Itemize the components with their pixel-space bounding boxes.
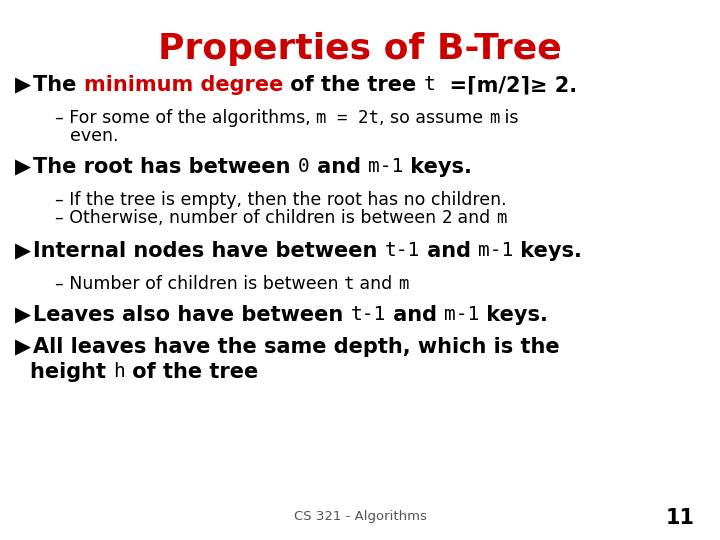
Text: – For some of the algorithms,: – For some of the algorithms, — [55, 109, 316, 127]
Text: of the tree: of the tree — [125, 362, 258, 382]
Text: – Otherwise, number of children is between: – Otherwise, number of children is betwe… — [55, 209, 441, 227]
Text: keys.: keys. — [403, 157, 472, 177]
Text: m: m — [496, 209, 506, 227]
Text: m = 2t: m = 2t — [316, 109, 379, 127]
Text: ▶: ▶ — [15, 241, 31, 261]
Text: , so assume: , so assume — [379, 109, 489, 127]
Text: and: and — [452, 209, 496, 227]
Text: minimum degree: minimum degree — [84, 75, 283, 95]
Text: ▶: ▶ — [15, 337, 31, 357]
Text: m: m — [398, 275, 409, 293]
Text: and: and — [420, 241, 478, 261]
Text: t-1: t-1 — [384, 241, 420, 260]
Text: Internal nodes have between: Internal nodes have between — [33, 241, 384, 261]
Text: m-1: m-1 — [478, 241, 513, 260]
Text: height: height — [30, 362, 113, 382]
Text: and: and — [386, 305, 444, 325]
Text: and: and — [310, 157, 368, 177]
Text: Properties of B-Tree: Properties of B-Tree — [158, 32, 562, 66]
Text: and: and — [354, 275, 398, 293]
Text: m-1: m-1 — [444, 305, 480, 324]
Text: keys.: keys. — [480, 305, 548, 325]
Text: 2: 2 — [441, 209, 452, 227]
Text: ▶: ▶ — [15, 157, 31, 177]
Text: The: The — [33, 75, 84, 95]
Text: ▶: ▶ — [15, 305, 31, 325]
Text: – If the tree is empty, then the root has no children.: – If the tree is empty, then the root ha… — [55, 191, 507, 209]
Text: m-1: m-1 — [368, 157, 403, 176]
Text: is: is — [500, 109, 519, 127]
Text: even.: even. — [70, 127, 119, 145]
Text: Leaves also have between: Leaves also have between — [33, 305, 351, 325]
Text: All leaves have the same depth, which is the: All leaves have the same depth, which is… — [33, 337, 559, 357]
Text: keys.: keys. — [513, 241, 582, 261]
Text: t: t — [344, 275, 354, 293]
Text: of the tree: of the tree — [283, 75, 423, 95]
Text: t: t — [423, 75, 436, 94]
Text: 0: 0 — [298, 157, 310, 176]
Text: t-1: t-1 — [351, 305, 386, 324]
Text: 11: 11 — [666, 508, 695, 528]
Text: m: m — [489, 109, 500, 127]
Text: h: h — [113, 362, 125, 381]
Text: ▶: ▶ — [15, 75, 31, 95]
Text: CS 321 - Algorithms: CS 321 - Algorithms — [294, 510, 426, 523]
Text: =⌈m/2⌉≥ 2.: =⌈m/2⌉≥ 2. — [436, 75, 577, 95]
Text: The root has between: The root has between — [33, 157, 298, 177]
Text: – Number of children is between: – Number of children is between — [55, 275, 344, 293]
